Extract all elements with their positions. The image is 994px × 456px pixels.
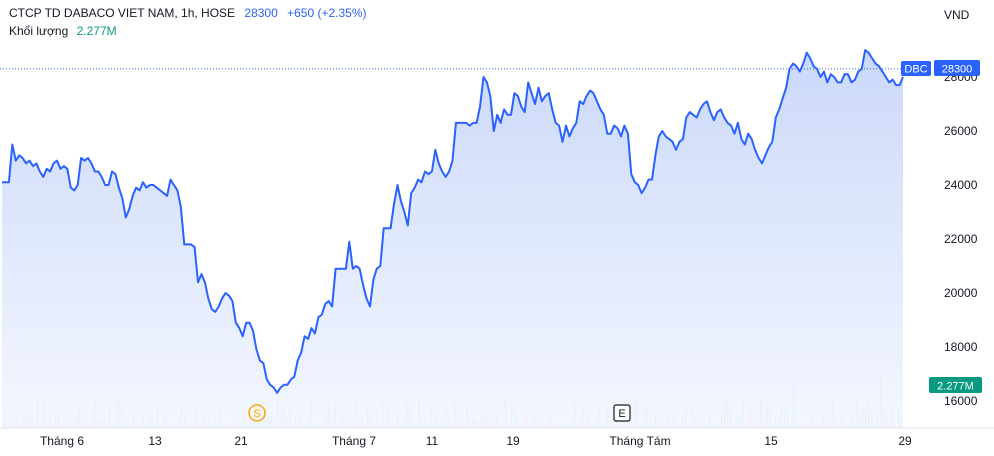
price-badge: DBC 28300 [901,60,980,76]
price-change: +650 (+2.35%) [287,6,367,20]
split-marker-label: S [253,408,260,420]
y-tick-label: 26000 [944,124,978,138]
earnings-marker-box [613,404,631,422]
y-tick-label: 18000 [944,340,978,354]
x-tick-label: 21 [234,434,248,448]
volume-label: Khối lượng [9,24,69,38]
y-tick-label: 16000 [944,394,978,408]
currency-label: VND [944,8,970,22]
price-value-badge-label: 28300 [942,64,973,76]
x-tick-label: 15 [764,434,778,448]
y-tick-label: 20000 [944,286,978,300]
split-marker[interactable]: S [248,404,266,422]
symbol-title: CTCP TD DABACO VIET NAM, 1h, HOSE [9,6,236,20]
volume-value-badge [929,377,982,393]
price-line [2,49,904,394]
x-tick-label: 29 [898,434,912,448]
x-tick-label: Tháng 6 [40,434,84,448]
x-tick-label: Tháng Tám [609,434,670,448]
x-tick-label: 11 [426,434,439,448]
volume-value-badge-label: 2.277M [937,381,974,393]
split-marker-circle [248,404,266,422]
volume-legend[interactable]: Khối lượng 2.277M [9,24,117,38]
ticker-badge [901,61,931,76]
last-price: 28300 [244,6,278,20]
volume-badge: 2.277M [929,377,982,393]
x-axis[interactable]: Tháng 6 13 21 Tháng 7 11 19 Tháng Tám 15 29 [40,434,912,448]
y-tick-label: 24000 [944,178,978,192]
y-tick-label: 22000 [944,232,978,246]
ticker-badge-label: DBC [904,64,927,76]
symbol-legend[interactable]: CTCP TD DABACO VIET NAM, 1h, HOSE 28300 … [9,6,367,20]
x-tick-label: 13 [148,434,162,448]
earnings-marker-label: E [618,408,625,420]
price-area-fill [2,50,903,428]
x-tick-label: Tháng 7 [332,434,376,448]
x-tick-label: 19 [506,434,520,448]
price-value-badge [934,60,980,76]
volume-value: 2.277M [76,24,117,38]
earnings-marker[interactable]: E [613,404,631,422]
